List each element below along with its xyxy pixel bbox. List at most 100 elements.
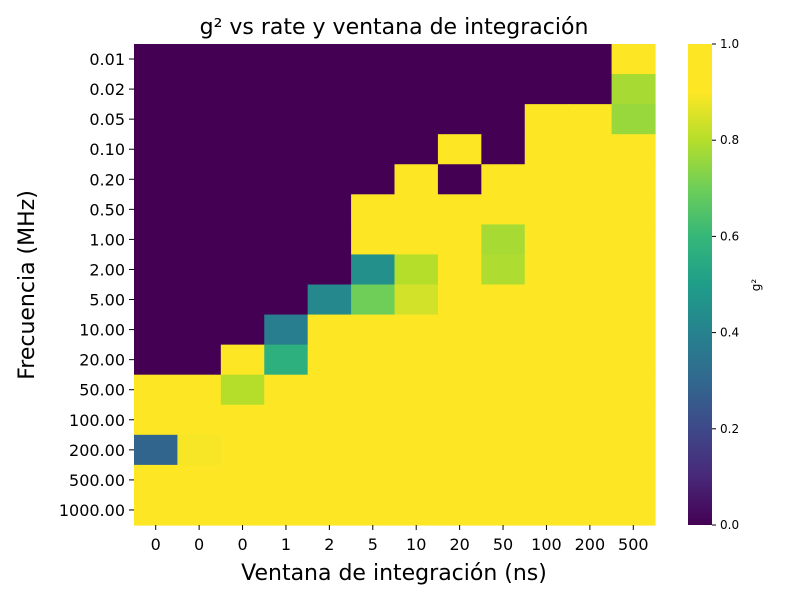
heatmap-cell (134, 224, 179, 256)
heatmap-cell (134, 284, 179, 316)
x-tick-label: 100 (531, 535, 562, 554)
heatmap-cell (437, 44, 482, 75)
heatmap-cell (307, 434, 352, 466)
heatmap-cell (437, 164, 482, 195)
y-tick-label: 0.50 (89, 200, 125, 219)
heatmap-cell (394, 404, 439, 436)
y-tick-label: 1.00 (89, 230, 125, 249)
heatmap-cell (481, 464, 526, 496)
heatmap-cell (307, 104, 352, 135)
heatmap-cell (307, 344, 352, 376)
heatmap-cell (481, 284, 526, 316)
heatmap-cell (568, 254, 613, 286)
heatmap-cell (568, 374, 613, 406)
heatmap-cell (568, 284, 613, 316)
heatmap-cell (437, 434, 482, 466)
y-tick-label: 50.00 (79, 381, 125, 400)
colorbar-tick-label: 0.8 (720, 133, 739, 147)
heatmap-cell (481, 224, 526, 256)
heatmap-cell (437, 254, 482, 286)
heatmap-cell (264, 194, 309, 225)
colorbar-tick-label: 0.4 (720, 326, 739, 340)
x-tick-label: 0 (194, 535, 204, 554)
colorbar-tick-label: 0.6 (720, 229, 739, 243)
heatmap-cell (481, 314, 526, 346)
heatmap-cell (351, 44, 396, 75)
heatmap-cell (134, 314, 179, 346)
heatmap-cell (481, 134, 526, 165)
heatmap-cell (394, 434, 439, 466)
heatmap-cell (524, 404, 569, 436)
heatmap-cell (264, 404, 309, 436)
heatmap-cell (264, 224, 309, 256)
heatmap-cell (220, 374, 265, 406)
heatmap-cell (351, 434, 396, 466)
heatmap-cell (307, 164, 352, 195)
heatmap-cell (524, 494, 569, 526)
heatmap-cell (351, 134, 396, 165)
x-tick-label: 0 (151, 535, 161, 554)
heatmap-cell (437, 74, 482, 105)
heatmap-cell (264, 104, 309, 135)
heatmap-cell (611, 344, 656, 376)
heatmap-cell (307, 254, 352, 286)
heatmap-cell (134, 194, 179, 225)
heatmap-cell (611, 314, 656, 346)
heatmap-cell (611, 464, 656, 496)
heatmap-cell (220, 464, 265, 496)
heatmap-cell (220, 164, 265, 195)
heatmap-cell (481, 344, 526, 376)
x-tick-label: 5 (368, 535, 378, 554)
x-tick-label: 500 (618, 535, 649, 554)
y-tick-label: 0.02 (89, 80, 125, 99)
heatmap-cell (611, 254, 656, 286)
heatmap-cell (568, 194, 613, 225)
x-tick-label: 200 (575, 535, 606, 554)
heatmap-cell (264, 494, 309, 526)
heatmap-cell (220, 434, 265, 466)
heatmap-cell (264, 254, 309, 286)
colorbar-tick-label: 0.2 (720, 422, 739, 436)
heatmap-cell (437, 284, 482, 316)
heatmap-cell (611, 224, 656, 256)
heatmap-cell (437, 134, 482, 165)
heatmap-cell (524, 104, 569, 135)
heatmap-cell (394, 224, 439, 256)
heatmap-cell (307, 74, 352, 105)
y-tick-label: 5.00 (89, 291, 125, 310)
heatmap-cell (220, 284, 265, 316)
heatmap-cell (568, 464, 613, 496)
heatmap-cell (481, 254, 526, 286)
heatmap-cell (394, 344, 439, 376)
heatmap-cell (134, 74, 179, 105)
heatmap-cell (524, 224, 569, 256)
heatmap-cell (264, 74, 309, 105)
heatmap-cell (307, 284, 352, 316)
heatmap-cell (264, 434, 309, 466)
heatmap-cell (611, 164, 656, 195)
heatmap-cell (437, 404, 482, 436)
y-tick-label: 0.05 (89, 110, 125, 129)
heatmap-cell (481, 104, 526, 135)
heatmap-cell (394, 164, 439, 195)
heatmap-cell (568, 434, 613, 466)
heatmap-cell (481, 74, 526, 105)
heatmap-cell (220, 134, 265, 165)
heatmap-cell (611, 434, 656, 466)
heatmap-cell (437, 494, 482, 526)
heatmap-cell (134, 464, 179, 496)
heatmap-cell (568, 404, 613, 436)
heatmap-cell (611, 404, 656, 436)
heatmap-cell (220, 74, 265, 105)
heatmap-cell (394, 194, 439, 225)
heatmap-cell (134, 104, 179, 135)
heatmap-cell (568, 344, 613, 376)
heatmap-cell (307, 224, 352, 256)
heatmap-cell (524, 374, 569, 406)
heatmap-cell (264, 284, 309, 316)
heatmap-cell (220, 254, 265, 286)
heatmap-cell (394, 284, 439, 316)
heatmap-cell (307, 494, 352, 526)
heatmap-cell (351, 374, 396, 406)
heatmap-cell (177, 464, 222, 496)
